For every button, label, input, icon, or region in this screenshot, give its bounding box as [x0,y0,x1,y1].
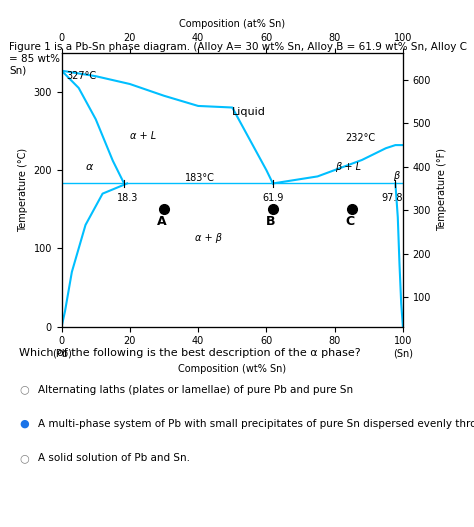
X-axis label: Composition (at% Sn): Composition (at% Sn) [179,19,285,30]
Y-axis label: Temperature (°C): Temperature (°C) [18,148,28,232]
Text: Alternating laths (plates or lamellae) of pure Pb and pure Sn: Alternating laths (plates or lamellae) o… [38,385,353,395]
Text: β + L: β + L [335,162,361,172]
Text: Figure 1 is a Pb-Sn phase diagram. (Alloy A= 30 wt% Sn, Alloy B = 61.9 wt% Sn, A: Figure 1 is a Pb-Sn phase diagram. (Allo… [9,42,467,75]
Text: 18.3: 18.3 [117,193,138,203]
Text: 327°C: 327°C [67,71,97,81]
Text: 61.9: 61.9 [263,193,284,203]
Text: 232°C: 232°C [345,133,375,143]
Text: A multi-phase system of Pb with small precipitates of pure Sn dispersed evenly t: A multi-phase system of Pb with small pr… [38,419,474,429]
Text: A solid solution of Pb and Sn.: A solid solution of Pb and Sn. [38,453,190,463]
Text: 183°C: 183°C [184,173,214,183]
Text: ●: ● [19,419,29,429]
Text: ○: ○ [19,385,29,395]
Text: ○: ○ [19,453,29,463]
Text: C: C [345,215,354,228]
Text: α: α [85,162,93,172]
Text: α + L: α + L [130,131,156,141]
Text: α + β: α + β [195,232,222,242]
Text: β: β [392,171,399,181]
Text: Which of the following is the best description of the α phase?: Which of the following is the best descr… [19,348,361,358]
Text: B: B [266,215,275,228]
Text: Liquid: Liquid [232,108,266,118]
Text: A: A [157,215,167,228]
X-axis label: Composition (wt% Sn): Composition (wt% Sn) [178,364,286,374]
Y-axis label: Temperature (°F): Temperature (°F) [437,148,447,231]
Text: 97.8: 97.8 [382,193,403,203]
